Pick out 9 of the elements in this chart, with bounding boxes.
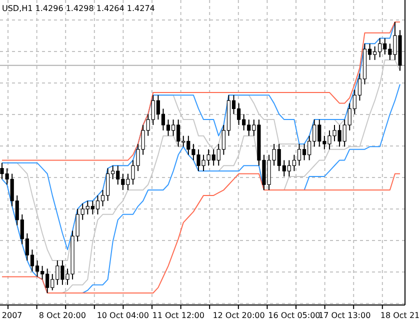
x-tick-label: 10 Oct 04:00: [96, 311, 149, 320]
x-tick-label: 17 Oct 13:00: [318, 311, 371, 320]
x-tick-label: 8 Oct 20:00: [38, 311, 86, 320]
x-tick-label: 12 Oct 20:00: [212, 311, 265, 320]
chart-title: USD,H1 1.4296 1.4298 1.4264 1.4274: [2, 4, 155, 13]
x-tick-label: 2007: [2, 311, 22, 320]
x-tick-label: 18 Oct 21: [380, 311, 420, 320]
x-tick-label: 11 Oct 12:00: [152, 311, 204, 320]
x-tick-label: 16 Oct 05:00: [268, 311, 320, 320]
